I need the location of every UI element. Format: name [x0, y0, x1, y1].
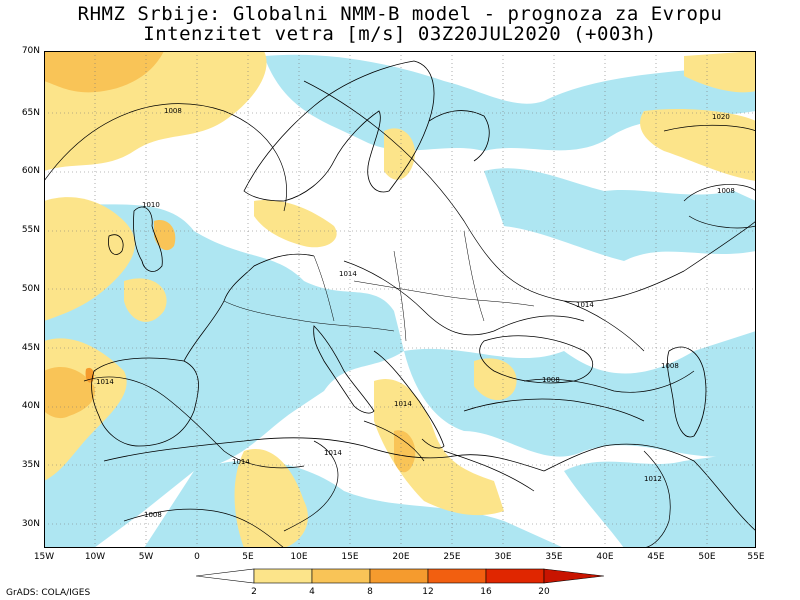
map-title-line2: Intenzitet vetra [m/s] 03Z20JUL2020 (+00…: [143, 23, 657, 45]
lat-label: 70N: [21, 46, 40, 56]
lat-label: 30N: [21, 519, 40, 529]
isobar-label: 1008: [661, 362, 679, 370]
map-frame: [44, 51, 756, 548]
colorbar-label: 12: [422, 587, 434, 597]
lon-label: 5E: [242, 552, 254, 562]
lon-label: 0: [194, 552, 200, 562]
colorbar-segment: [543, 568, 604, 584]
colorbar-segment: [369, 568, 429, 584]
lon-label: 45E: [647, 552, 665, 562]
colorbar-segment: [485, 568, 545, 584]
lat-label: 60N: [21, 166, 40, 176]
colorbar-segment: [427, 568, 487, 584]
isobar-label: 1014: [324, 449, 342, 457]
colorbar-label: 4: [309, 587, 315, 597]
colorbar-segment: [253, 568, 313, 584]
lat-label: 65N: [21, 108, 40, 118]
lon-label: 15E: [341, 552, 359, 562]
isobar-label: 1014: [394, 400, 412, 408]
isobar-label: 1008: [144, 511, 162, 519]
lon-label: 40E: [596, 552, 614, 562]
lon-label: 20E: [392, 552, 410, 562]
lon-label: 35E: [545, 552, 563, 562]
isobar-label: 1008: [717, 187, 735, 195]
isobar-label: 1012: [644, 475, 662, 483]
isobar-label: 1014: [232, 458, 250, 466]
wind-shading-4-8: [44, 51, 756, 548]
colorbar-label: 8: [367, 587, 373, 597]
colorbar-segment: [311, 568, 371, 584]
wind-map: 1008 1020 1008 1010 1014 1014 1014 1014 …: [44, 51, 756, 548]
isobar-label: 1010: [142, 201, 160, 209]
lon-label: 25E: [443, 552, 461, 562]
lon-label: 10W: [84, 552, 106, 562]
isobar-label: 1014: [339, 270, 357, 278]
map-title-line1: RHMZ Srbije: Globalni NMM-B model - prog…: [77, 3, 723, 25]
isobars: [44, 80, 756, 548]
colorbar-segment: [196, 568, 255, 584]
lat-label: 50N: [21, 284, 40, 294]
lon-label: 30E: [494, 552, 512, 562]
lon-label: 55E: [747, 552, 765, 562]
isobar-label: 1020: [712, 113, 730, 121]
lon-label: 15W: [33, 552, 55, 562]
footer-credit: GrADS: COLA/IGES: [6, 588, 91, 598]
colorbar: [196, 568, 604, 584]
lon-label: 5W: [138, 552, 154, 562]
lat-label: 45N: [21, 343, 40, 353]
lat-label: 55N: [21, 225, 40, 235]
colorbar-label: 16: [480, 587, 492, 597]
isobar-label: 1008: [164, 107, 182, 115]
isobar-label: 1014: [96, 378, 114, 386]
isobar-label: 1008: [542, 376, 560, 384]
isobar-labels: 1008 1020 1008 1010 1014 1014 1014 1014 …: [96, 107, 735, 519]
lon-label: 10E: [290, 552, 308, 562]
lat-lon-grid: [44, 51, 756, 548]
lat-label: 35N: [21, 460, 40, 470]
lat-label: 40N: [21, 401, 40, 411]
lon-label: 50E: [698, 552, 716, 562]
coastlines: [91, 60, 756, 532]
wind-shading-8-12: [44, 51, 416, 473]
colorbar-label: 2: [251, 587, 257, 597]
isobar-label: 1014: [576, 301, 594, 309]
colorbar-label: 20: [538, 587, 550, 597]
